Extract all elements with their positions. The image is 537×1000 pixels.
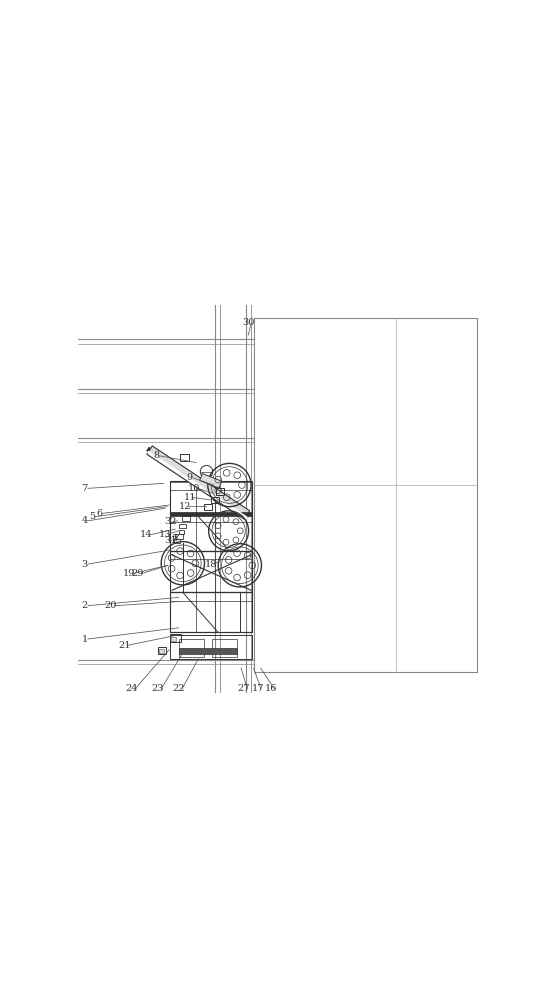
Text: 3: 3 <box>82 560 88 569</box>
Bar <box>175 534 183 539</box>
Text: 15: 15 <box>166 534 179 543</box>
Bar <box>179 639 204 657</box>
Bar <box>171 637 176 641</box>
Polygon shape <box>200 474 222 488</box>
Text: 20: 20 <box>105 601 117 610</box>
Bar <box>204 504 212 510</box>
Bar <box>170 481 252 513</box>
Text: 11: 11 <box>184 493 196 502</box>
Text: 24: 24 <box>125 684 138 693</box>
Text: 29: 29 <box>132 569 144 578</box>
Bar <box>253 318 477 672</box>
Text: 23: 23 <box>151 684 164 693</box>
Text: 18: 18 <box>205 560 217 569</box>
Text: 1: 1 <box>82 635 88 644</box>
Bar <box>159 649 164 653</box>
Bar <box>173 539 180 543</box>
Bar <box>212 639 237 657</box>
Text: 8: 8 <box>154 451 159 460</box>
Bar <box>216 488 224 495</box>
Bar <box>179 648 237 654</box>
Text: 16: 16 <box>265 684 277 693</box>
Bar <box>170 592 252 632</box>
Bar <box>170 513 252 551</box>
Text: 21: 21 <box>118 641 131 650</box>
Text: 22: 22 <box>172 684 185 693</box>
Text: 13: 13 <box>158 530 171 539</box>
Text: 6: 6 <box>97 509 103 518</box>
Text: 4: 4 <box>82 516 88 525</box>
Text: 30: 30 <box>242 318 255 327</box>
Bar <box>158 647 166 654</box>
Bar <box>182 516 190 521</box>
Text: 32: 32 <box>164 517 177 526</box>
Polygon shape <box>147 446 250 519</box>
Text: 19: 19 <box>122 569 135 578</box>
Text: 27: 27 <box>238 684 250 693</box>
Text: 31: 31 <box>164 536 177 545</box>
Text: 14: 14 <box>140 530 153 539</box>
Text: 5: 5 <box>89 512 95 521</box>
Text: 7: 7 <box>82 484 88 493</box>
Text: 10: 10 <box>188 484 200 493</box>
Bar <box>179 524 186 528</box>
Text: 17: 17 <box>251 684 264 693</box>
Bar <box>211 497 219 503</box>
Text: 12: 12 <box>179 502 192 511</box>
Text: 2: 2 <box>82 601 88 610</box>
Bar <box>170 634 181 642</box>
Bar <box>170 635 252 659</box>
Bar <box>179 530 185 534</box>
Bar <box>170 512 252 516</box>
Bar <box>170 551 252 592</box>
Bar <box>180 454 188 461</box>
Text: 9: 9 <box>187 473 193 482</box>
